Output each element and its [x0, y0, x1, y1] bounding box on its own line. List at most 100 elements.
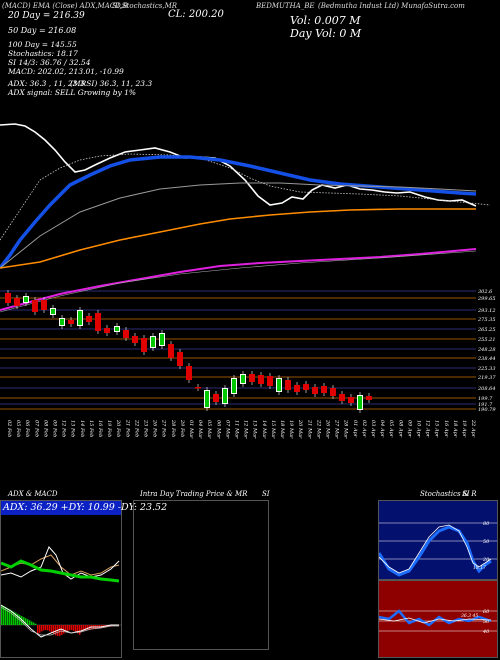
candle-fill [60, 319, 64, 325]
date-label: 28 Mar [343, 419, 349, 439]
candle-body [104, 328, 110, 333]
macd-histogram-bar [41, 625, 43, 632]
candle-body [195, 387, 201, 389]
adx-panel-title: ADX & MACD [8, 490, 58, 498]
candle-body [177, 352, 183, 366]
date-label: 27 Mar [334, 419, 340, 439]
candle-body [168, 344, 174, 358]
price-label: 190.79 [478, 407, 496, 413]
ema-orange-line [0, 208, 476, 269]
macd-histogram-bar [37, 625, 39, 635]
candle-body [14, 298, 20, 306]
candle-body [141, 338, 147, 352]
stoch-current: 18.17 [473, 565, 486, 571]
mrsi-current: 36.3 45 [461, 613, 478, 619]
candle-body [132, 336, 138, 343]
date-label: 09 Apr [406, 420, 412, 438]
stochastics-panel: 80 50 20 18.17 [378, 500, 498, 580]
macd-histogram-bar [31, 621, 33, 625]
date-label: 20 Mar [297, 419, 303, 439]
candle-body [348, 397, 354, 403]
macd-histogram-bar [79, 625, 81, 635]
dma-100: 100 Day = 145.55 [8, 40, 77, 49]
candle-body [339, 394, 345, 401]
date-label: 02 Feb [6, 420, 12, 437]
candlesticks [5, 290, 372, 413]
macd-histogram-bar [81, 625, 83, 631]
ema-dotted-line [0, 153, 491, 241]
macd-histogram-bar [73, 625, 75, 631]
candle-body [32, 300, 38, 312]
macd-histogram-bar [27, 619, 29, 625]
macd-histogram-bar [69, 625, 71, 631]
date-label: 04 Apr [379, 420, 385, 438]
candle-body [303, 384, 309, 390]
mrsi-level-60: 60 [483, 609, 490, 615]
ema-grey-line [0, 182, 477, 269]
macd-histogram-bar [61, 625, 63, 635]
macd-histogram-bar [83, 625, 85, 631]
price-label: 275.35 [477, 317, 496, 323]
macd-histogram-bar [35, 623, 37, 625]
dma-20: 20 Day = 216.39 [8, 11, 85, 21]
date-label: 22 Mar [315, 419, 321, 439]
ema-magenta-line [0, 248, 477, 311]
company-name: (Bedmutha Indust Ltd) MunafaSutra.com [318, 2, 465, 10]
date-label: 12 Apr [425, 420, 431, 438]
date-label: 21 Feb [124, 419, 130, 437]
candle-body [41, 300, 47, 310]
macd-histogram-bar [17, 613, 19, 625]
candle-body [213, 394, 219, 402]
candle-fill [358, 396, 362, 409]
stochastics-si-label: SI [462, 490, 470, 498]
indicators-label: SI,Stochastics,MR [112, 2, 178, 10]
date-label: 22 Apr [470, 419, 476, 438]
candle-body [5, 293, 11, 303]
intraday-si-label: SI [262, 490, 270, 498]
date-label: 05 Mar [206, 420, 212, 439]
date-label: 15 Feb [88, 420, 94, 437]
date-label: 28 Feb [170, 419, 176, 437]
date-label: 19 Feb [106, 420, 112, 437]
price-label: 265.25 [477, 327, 496, 333]
date-label: 07 Mar [224, 420, 230, 439]
intraday-panel-title: Intra Day Trading Price & MR [140, 490, 248, 498]
stochastics-value: Stochastics: 18.17 [8, 49, 78, 58]
date-label: 29 Feb [179, 419, 185, 437]
macd-histogram-bar [53, 625, 55, 635]
macd-histogram-bar [9, 609, 11, 625]
date-label: 09 Feb [52, 420, 58, 437]
date-label: 08 Feb [42, 420, 48, 437]
macd-histogram-bar [63, 625, 65, 634]
stock-symbol: BEDMUTHA_BE [256, 2, 315, 10]
macd-histogram-bar [51, 625, 53, 633]
candle-fill [160, 334, 164, 345]
date-label: 26 Feb [152, 419, 158, 437]
candle-fill [78, 311, 82, 325]
date-label: 23 Feb [143, 419, 149, 437]
date-label: 20 Feb [115, 419, 121, 437]
date-label: 22 Feb [133, 419, 139, 437]
candle-body [95, 313, 101, 331]
price-label: 293.12 [477, 308, 496, 314]
mrsi-level-40: 40 [482, 629, 490, 635]
adx-signal: ADX signal: SELL Growing by 1% [8, 88, 137, 97]
adx-macd-panel: ADX: 36.29 +DY: 10.99 -DY: 23.52 [0, 500, 167, 658]
date-label: 06 Mar [215, 420, 221, 439]
date-label: 13 Mar [252, 420, 258, 439]
ema-thin-magenta-line [0, 250, 477, 313]
macd-histogram-bar [1, 605, 3, 625]
candle-body [68, 320, 74, 324]
candle-body [249, 374, 255, 382]
price-label: 238.44 [477, 356, 496, 362]
macd-histogram-bar [71, 625, 73, 631]
date-label: 06 Feb [24, 420, 30, 437]
macd-histogram-bar [15, 612, 17, 625]
candle-fill [51, 309, 55, 314]
price-level-lines [0, 290, 476, 410]
price-label: 191.7 [478, 402, 493, 408]
candle-fill [232, 379, 236, 393]
stochastics-panel-title: Stochastics & R [420, 490, 477, 498]
date-axis-labels: 02 Feb 05 Feb 06 Feb 07 Feb 08 Feb 09 Feb 12 F… [6, 419, 476, 439]
